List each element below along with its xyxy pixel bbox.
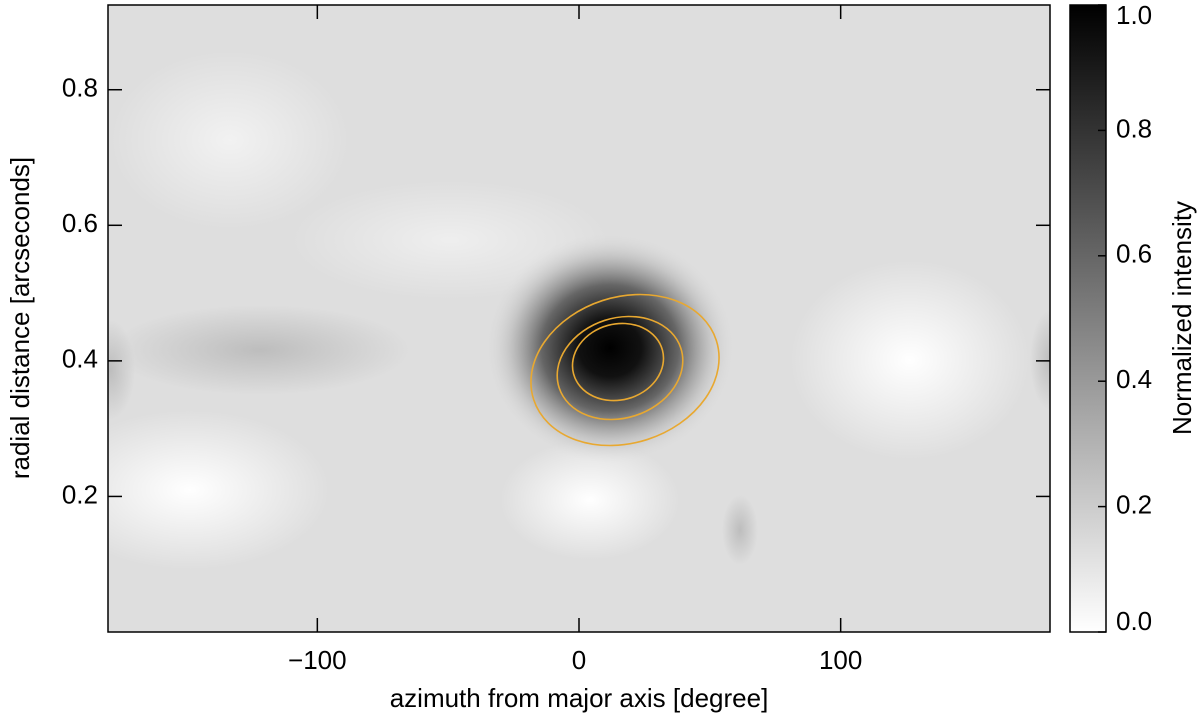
contour-line xyxy=(571,322,665,402)
contour-line xyxy=(556,315,684,421)
colorbar-tick-label: 0.6 xyxy=(1116,239,1152,269)
colorbar-tick-label: 1.0 xyxy=(1116,0,1152,30)
colorbar xyxy=(1069,4,1107,633)
y-tick-label: 0.6 xyxy=(62,208,98,238)
x-tick-label: 0 xyxy=(572,645,586,675)
contour-line xyxy=(530,293,720,447)
colorbar-tick-label: 0.2 xyxy=(1116,489,1152,519)
heatmap-field xyxy=(108,5,1050,632)
colorbar-label: Normalized intensity xyxy=(1167,201,1197,435)
colorbar-tick-label: 0.0 xyxy=(1116,606,1152,636)
x-tick-label: 100 xyxy=(819,645,862,675)
colorbar-tick-label: 0.4 xyxy=(1116,364,1152,394)
x-tick-label: −100 xyxy=(288,645,347,675)
contours xyxy=(530,293,720,447)
y-tick-label: 0.2 xyxy=(62,479,98,509)
y-tick-label: 0.4 xyxy=(62,344,98,374)
colorbar-tick-label: 0.8 xyxy=(1116,113,1152,143)
y-tick-label: 0.8 xyxy=(62,73,98,103)
y-axis-label: radial distance [arcseconds] xyxy=(5,157,35,479)
x-axis-label: azimuth from major axis [degree] xyxy=(390,683,769,713)
